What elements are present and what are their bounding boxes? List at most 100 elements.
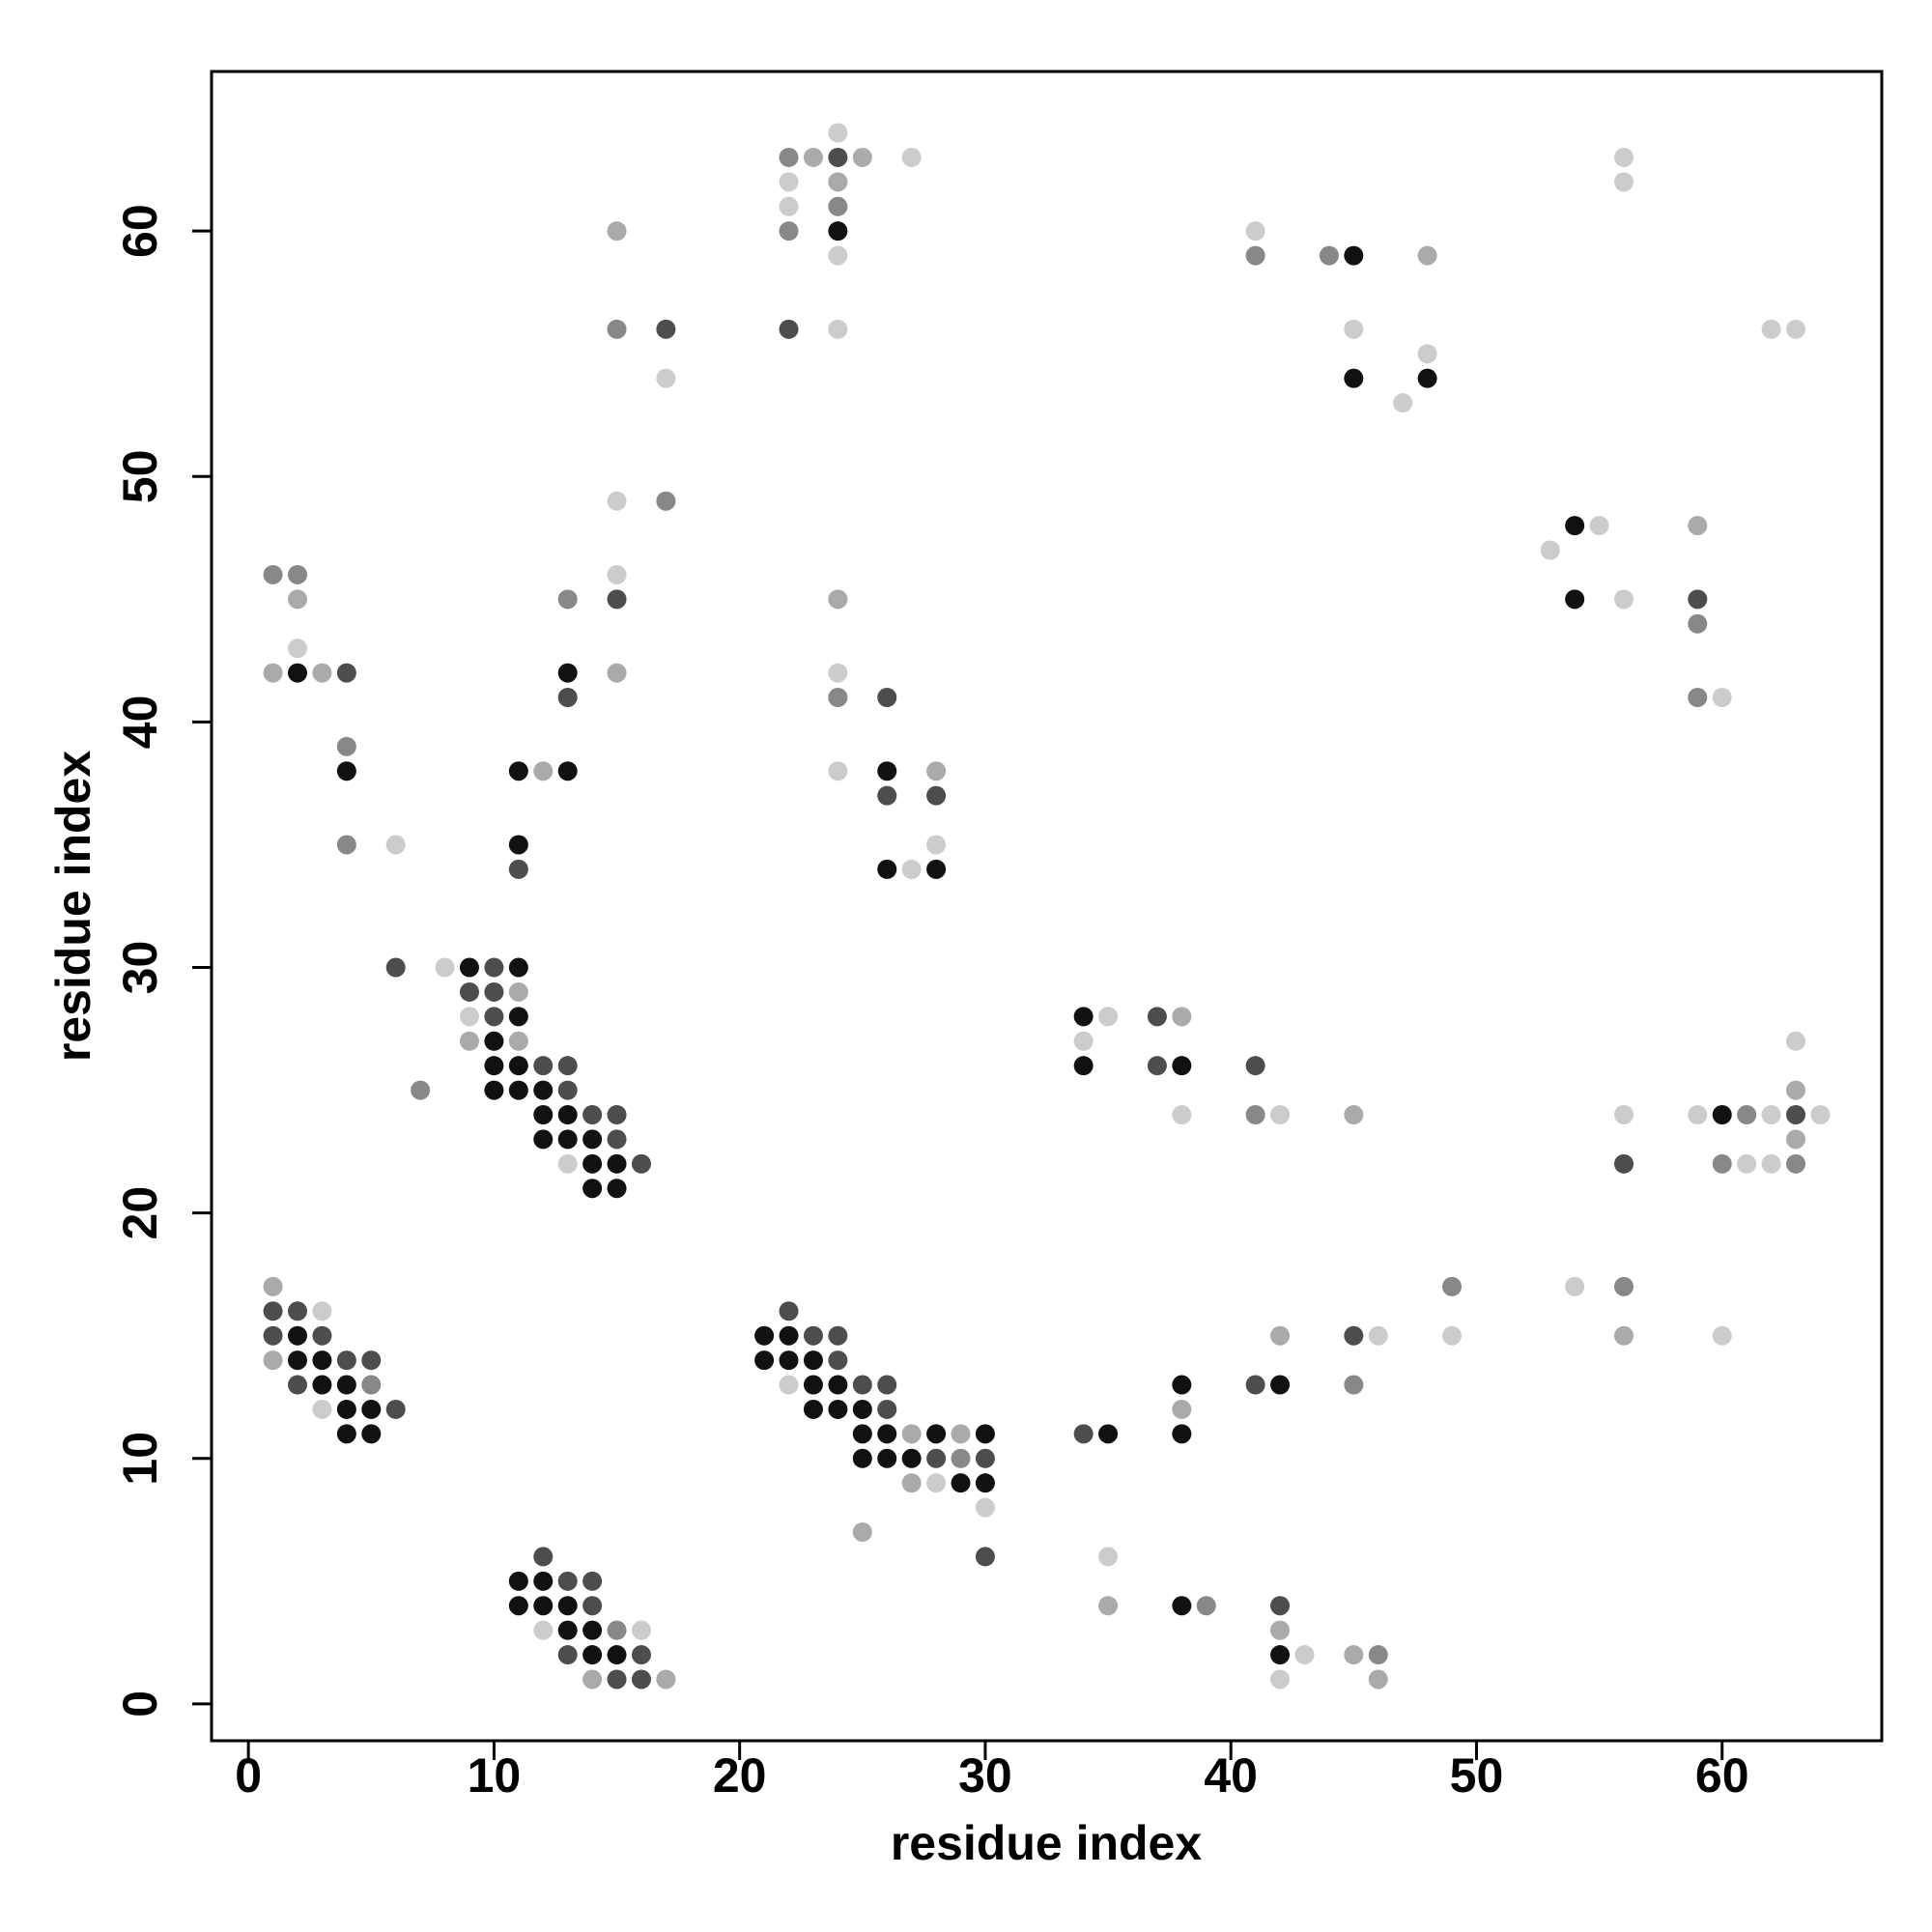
contact-point bbox=[1761, 319, 1781, 339]
contact-point bbox=[557, 1620, 578, 1640]
contact-point bbox=[803, 1325, 823, 1346]
contact-point bbox=[1073, 1007, 1094, 1027]
contact-point bbox=[287, 1301, 307, 1321]
contact-point bbox=[508, 859, 528, 879]
contact-point bbox=[1712, 1153, 1732, 1174]
contact-point bbox=[385, 957, 406, 978]
contact-point bbox=[631, 1669, 651, 1690]
contact-point bbox=[361, 1424, 382, 1444]
contact-point bbox=[607, 1105, 627, 1124]
contact-point bbox=[607, 319, 627, 339]
contact-point bbox=[828, 319, 848, 339]
contact-point bbox=[926, 761, 947, 781]
contact-point bbox=[533, 1620, 554, 1640]
contact-point bbox=[852, 1424, 872, 1444]
contact-point bbox=[877, 1424, 897, 1444]
y-tick-label: 0 bbox=[113, 1690, 167, 1718]
contact-point bbox=[877, 785, 897, 806]
contact-point bbox=[1196, 1596, 1216, 1616]
contact-point bbox=[336, 835, 356, 855]
contact-point bbox=[557, 1596, 578, 1616]
contact-point bbox=[1245, 1105, 1265, 1124]
contact-point bbox=[1270, 1645, 1291, 1665]
contact-point bbox=[975, 1497, 995, 1518]
contact-point bbox=[754, 1325, 775, 1346]
contact-point bbox=[877, 688, 897, 707]
contact-point bbox=[312, 1375, 332, 1395]
contact-point bbox=[336, 1424, 356, 1444]
contact-point bbox=[803, 1399, 823, 1419]
contact-point bbox=[582, 1179, 603, 1199]
contact-point bbox=[607, 1645, 627, 1665]
contact-point bbox=[607, 1620, 627, 1640]
contact-point bbox=[828, 147, 848, 167]
contact-point bbox=[1786, 1080, 1806, 1100]
contact-point bbox=[828, 221, 848, 242]
contact-point bbox=[828, 123, 848, 143]
contact-point bbox=[336, 663, 356, 683]
contact-point bbox=[263, 1325, 283, 1346]
contact-point bbox=[1688, 516, 1708, 536]
x-tick-label: 0 bbox=[235, 1748, 262, 1803]
contact-point bbox=[1344, 1105, 1364, 1124]
contact-point bbox=[1442, 1276, 1463, 1296]
y-tick-label: 10 bbox=[113, 1432, 167, 1486]
contact-point bbox=[385, 1399, 406, 1419]
contact-point bbox=[1688, 613, 1708, 634]
contact-point bbox=[828, 589, 848, 610]
contact-point bbox=[1688, 589, 1708, 610]
contact-point bbox=[1172, 1056, 1192, 1076]
contact-point bbox=[263, 1350, 283, 1371]
contact-point bbox=[1344, 245, 1364, 266]
contact-point bbox=[263, 663, 283, 683]
contact-point bbox=[1245, 1056, 1265, 1076]
y-tick-label: 40 bbox=[113, 696, 167, 750]
contact-point bbox=[312, 1325, 332, 1346]
contact-point bbox=[533, 1080, 554, 1100]
contact-point bbox=[287, 1350, 307, 1371]
contact-point bbox=[1614, 172, 1634, 192]
contact-point bbox=[975, 1424, 995, 1444]
contact-point bbox=[1786, 319, 1806, 339]
contact-point bbox=[828, 688, 848, 707]
contact-point bbox=[557, 1571, 578, 1591]
x-tick-label: 30 bbox=[958, 1748, 1012, 1803]
contact-point bbox=[435, 957, 455, 978]
contact-point bbox=[508, 1596, 528, 1616]
y-tick-label: 50 bbox=[113, 449, 167, 503]
contact-point bbox=[951, 1473, 971, 1493]
contact-point bbox=[287, 663, 307, 683]
contact-point bbox=[1245, 221, 1265, 242]
contact-point bbox=[631, 1645, 651, 1665]
contact-point bbox=[852, 1399, 872, 1419]
contact-point bbox=[779, 319, 799, 339]
contact-point bbox=[508, 1056, 528, 1076]
contact-point bbox=[779, 1375, 799, 1395]
x-axis-label: residue index bbox=[891, 1816, 1203, 1870]
contact-point bbox=[926, 1448, 947, 1468]
contact-point bbox=[1073, 1424, 1094, 1444]
contact-point bbox=[1294, 1645, 1315, 1665]
contact-point bbox=[533, 1571, 554, 1591]
contact-point bbox=[508, 1031, 528, 1051]
plot-frame bbox=[210, 70, 1884, 1743]
contact-point bbox=[508, 981, 528, 1002]
contact-point bbox=[877, 859, 897, 879]
contact-point bbox=[1614, 1105, 1634, 1124]
contact-point bbox=[1270, 1596, 1291, 1616]
contact-point bbox=[533, 1596, 554, 1616]
contact-point bbox=[508, 835, 528, 855]
contact-point bbox=[656, 1669, 676, 1690]
contact-point bbox=[582, 1645, 603, 1665]
contact-point bbox=[1270, 1669, 1291, 1690]
contact-point bbox=[1737, 1153, 1757, 1174]
contact-point bbox=[508, 957, 528, 978]
contact-point bbox=[1786, 1031, 1806, 1051]
contact-point bbox=[607, 491, 627, 511]
y-tick-label: 20 bbox=[113, 1186, 167, 1240]
contact-point bbox=[1393, 393, 1413, 413]
contact-point bbox=[1319, 245, 1339, 266]
contact-point bbox=[312, 663, 332, 683]
contact-point bbox=[1344, 1645, 1364, 1665]
contact-point bbox=[803, 1375, 823, 1395]
